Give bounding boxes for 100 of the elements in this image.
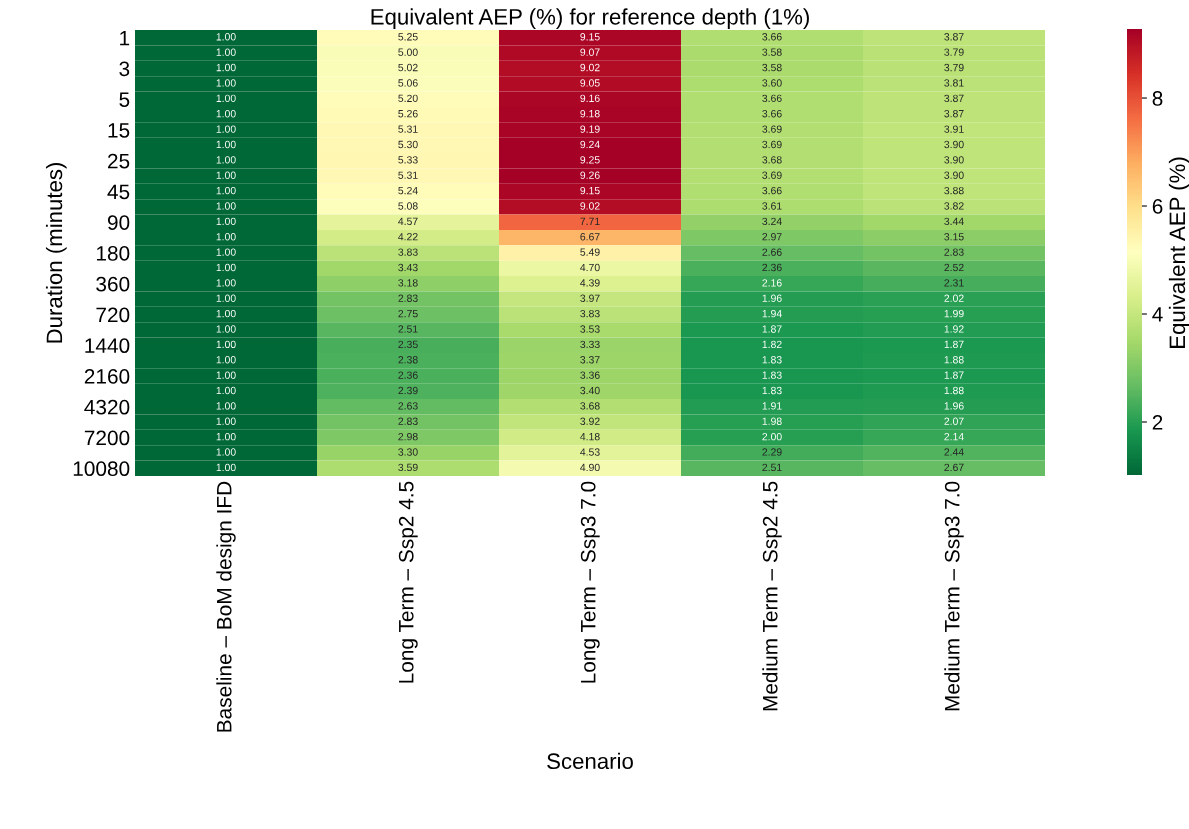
- data-label: 5.20: [398, 94, 418, 102]
- data-label: 3.33: [580, 340, 600, 349]
- y-tick-label: 45: [107, 184, 130, 200]
- data-label: 1.00: [216, 356, 236, 364]
- data-label: 1.00: [216, 325, 236, 333]
- data-label: 1.83: [762, 371, 782, 379]
- data-label: 9.15: [580, 33, 600, 41]
- x-tick-label: Long Term – Ssp2 4.5: [398, 481, 418, 683]
- data-label: 3.79: [944, 63, 964, 72]
- data-label: 1.94: [762, 309, 782, 318]
- data-label: 3.83: [580, 309, 600, 318]
- data-label: 3.24: [762, 217, 782, 226]
- data-label: 1.91: [762, 402, 782, 410]
- data-label: 9.07: [580, 48, 600, 56]
- data-label: 2.14: [944, 432, 964, 441]
- data-label: 1.00: [216, 171, 236, 179]
- data-label: 1.88: [944, 356, 964, 364]
- data-label: 3.15: [944, 233, 964, 241]
- data-label: 1.00: [216, 279, 236, 287]
- data-label: 1.00: [216, 140, 236, 149]
- data-label: 2.35: [398, 340, 418, 349]
- x-tick-label: Medium Term – Ssp3 7.0: [944, 481, 964, 711]
- data-label: 2.67: [944, 463, 964, 472]
- data-label: 3.90: [944, 140, 964, 149]
- data-label: 9.26: [580, 171, 600, 179]
- x-tick-label: Long Term – Ssp3 7.0: [580, 481, 600, 683]
- data-label: 2.00: [762, 432, 782, 441]
- data-label: 1.92: [944, 325, 964, 333]
- data-label: 3.81: [944, 79, 964, 87]
- data-label: 3.87: [944, 33, 964, 41]
- data-label: 2.63: [398, 402, 418, 410]
- y-tick-label: 10080: [73, 461, 130, 477]
- data-label: 2.02: [944, 294, 964, 302]
- data-label: 9.16: [580, 94, 600, 102]
- data-label: 3.90: [944, 171, 964, 179]
- data-label: 5.06: [398, 79, 418, 87]
- data-label: 3.58: [762, 48, 782, 56]
- data-label: 3.82: [944, 202, 964, 210]
- data-label: 2.98: [398, 432, 418, 441]
- data-label: 1.83: [762, 386, 782, 395]
- data-label: 7.71: [580, 217, 600, 225]
- data-label: 5.26: [398, 110, 418, 118]
- data-label: 9.24: [580, 140, 600, 149]
- y-tick-label: 1: [120, 30, 130, 46]
- data-label: 3.60: [762, 79, 782, 87]
- data-label: 5.33: [398, 156, 418, 164]
- data-label: 3.66: [762, 33, 782, 41]
- chart-title: Equivalent AEP (%) for reference depth (1%): [371, 8, 809, 30]
- data-label: 1.00: [216, 448, 236, 456]
- y-tick-label: 4320: [84, 399, 130, 415]
- data-label: 9.19: [580, 125, 600, 133]
- data-label: 3.66: [762, 186, 782, 195]
- data-label: 1.00: [216, 386, 236, 395]
- data-label: 3.66: [762, 110, 782, 118]
- data-label: 1.96: [944, 402, 964, 410]
- data-label: 2.51: [398, 325, 418, 333]
- data-label: 1.82: [762, 340, 782, 349]
- data-label: 3.59: [398, 463, 418, 472]
- data-label: 1.99: [944, 309, 964, 318]
- data-label: 3.97: [580, 294, 600, 302]
- data-label: 1.00: [216, 402, 236, 410]
- data-label: 2.83: [398, 417, 418, 425]
- data-label: 1.00: [216, 79, 236, 87]
- data-label: 2.07: [944, 417, 964, 425]
- data-label: 4.18: [580, 432, 600, 441]
- data-label: 1.00: [216, 463, 236, 472]
- y-tick-label: 720: [96, 307, 130, 323]
- data-label: 1.00: [216, 371, 236, 379]
- data-label: 2.97: [762, 233, 782, 241]
- data-label: 3.87: [944, 110, 964, 118]
- data-label: 3.66: [762, 94, 782, 102]
- data-label: 9.18: [580, 110, 600, 118]
- y-axis-title: Duration (minutes): [45, 162, 67, 343]
- data-label: 2.38: [398, 356, 418, 364]
- y-tick-label: 1440: [85, 338, 130, 354]
- y-tick-label: 360: [96, 276, 130, 292]
- data-label: 1.00: [216, 48, 236, 56]
- data-label: 3.69: [762, 171, 782, 179]
- data-label: 1.00: [216, 217, 236, 226]
- data-label: 3.37: [580, 356, 600, 364]
- data-label: 3.43: [398, 263, 418, 272]
- data-label: 2.51: [762, 463, 782, 472]
- data-label: 1.00: [216, 186, 236, 195]
- data-label: 5.24: [398, 186, 418, 195]
- y-tick-label: 25: [108, 153, 130, 169]
- data-label: 5.31: [398, 125, 418, 133]
- data-label: 2.52: [944, 263, 964, 272]
- data-label: 3.92: [580, 417, 600, 425]
- data-label: 9.25: [580, 156, 600, 164]
- data-label: 5.02: [398, 63, 418, 72]
- y-tick-label: 90: [107, 215, 130, 230]
- y-tick-label: 7200: [84, 430, 130, 446]
- data-label: 1.00: [216, 110, 236, 118]
- data-label: 3.18: [398, 279, 418, 287]
- data-label: 2.16: [762, 279, 782, 287]
- x-tick-label: Medium Term – Ssp2 4.5: [762, 481, 782, 711]
- data-label: 4.57: [398, 217, 418, 226]
- data-label: 1.00: [216, 63, 236, 72]
- y-tick-label: 3: [119, 61, 130, 77]
- data-label: 3.58: [762, 63, 782, 72]
